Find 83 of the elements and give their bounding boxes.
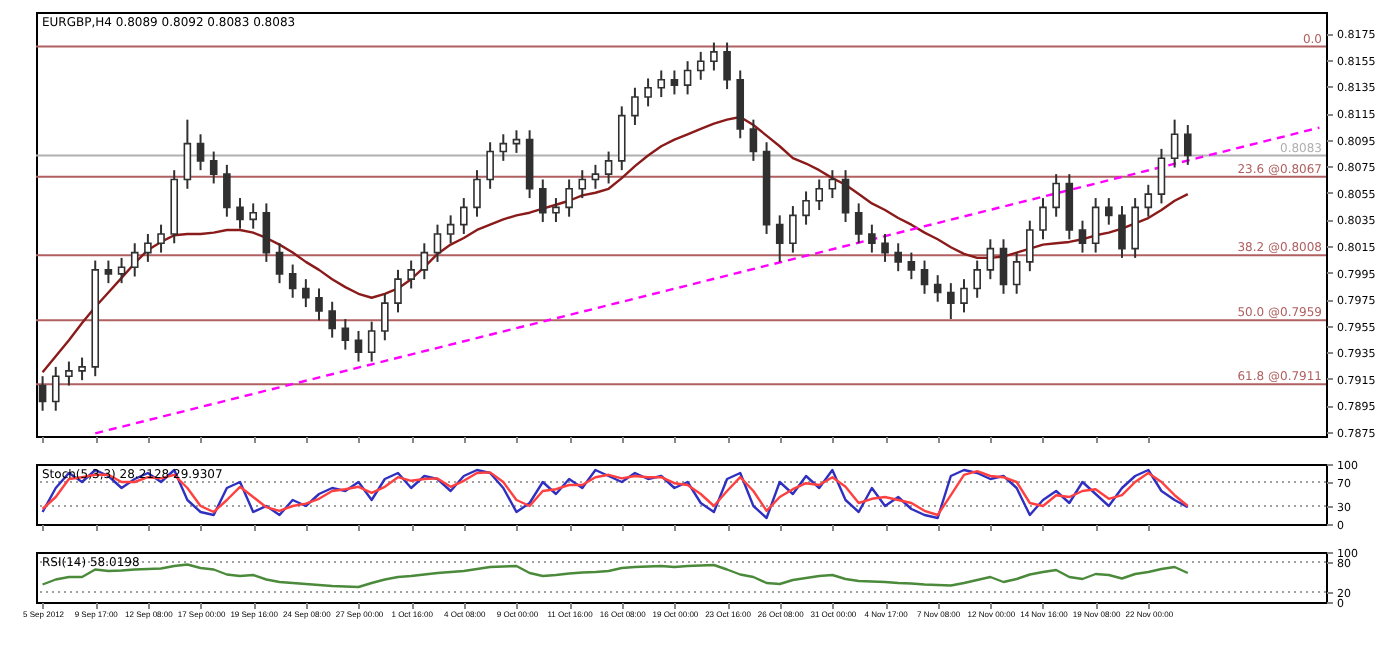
candlestick [65,360,73,387]
candlestick [407,259,415,290]
candlestick [341,318,350,351]
line-series [41,115,1189,374]
candlestick [999,238,1008,295]
candlestick [249,202,257,230]
candlestick [749,118,758,162]
candlestick [262,202,271,263]
candlestick [1131,197,1139,259]
candlestick [920,259,929,295]
candlestick [302,278,310,309]
candlestick [802,190,810,226]
candlestick [670,69,679,96]
candlestick [986,238,995,281]
candlestick [973,259,981,299]
candlestick [868,223,876,254]
candlestick [1105,197,1113,226]
candlestick [236,197,244,230]
candlestick [104,259,113,285]
candlestick [1144,183,1153,218]
candlestick [1183,123,1192,166]
candlestick [710,41,718,72]
candlestick [117,256,126,285]
candlestick [631,86,639,126]
candlestick [552,197,560,224]
candlestick [1012,251,1021,295]
candlestick [881,232,889,263]
candlestick [433,223,442,263]
candlestick [223,163,231,218]
candlestick [381,292,389,342]
candlestick [854,202,863,245]
candlestick [604,150,613,185]
candlestick [196,133,205,172]
candlestick [420,242,429,281]
candlestick [894,242,902,273]
candlestick [328,300,336,339]
candlestick [275,242,284,285]
candlestick [538,178,547,224]
candlestick [1157,147,1166,205]
candlestick [486,141,494,190]
candlestick [947,282,955,321]
candlestick [841,169,850,224]
candlestick [1039,197,1047,241]
candlestick [460,197,468,235]
candlestick [38,375,47,412]
candlestick [1078,219,1087,254]
candlestick [367,320,376,363]
candlestick [960,278,968,314]
candlestick [1091,197,1100,254]
candlestick [815,178,824,212]
candlestick [1052,173,1060,218]
candlestick [1118,205,1126,259]
candlestick [696,50,705,81]
candlestick [446,214,455,245]
candlestick [315,287,323,322]
candlestick [723,41,731,91]
candlestick [644,77,652,108]
candlestick [657,69,666,99]
candlestick [775,214,784,263]
candlestick [354,330,363,363]
candlestick [591,163,600,190]
candlestick [499,133,508,162]
candlestick [907,251,916,281]
candlestick [144,232,152,263]
candlestick [288,263,297,299]
candlestick [617,105,626,172]
candlestick [51,365,60,412]
candlestick [1065,173,1074,241]
candlestick [1026,219,1034,273]
candlestick [565,178,573,218]
candlestick [130,242,139,278]
candlestick [933,274,942,303]
candlestick [183,118,192,190]
candlestick [578,169,587,200]
candlestick [209,150,218,185]
candlestick [683,60,692,96]
candlestick [78,356,86,382]
candlestick [1170,118,1179,169]
candlestick [394,268,402,314]
candlestick [157,223,165,254]
candlestick [789,205,797,254]
candlestick [473,169,481,218]
candlestick [828,169,837,200]
